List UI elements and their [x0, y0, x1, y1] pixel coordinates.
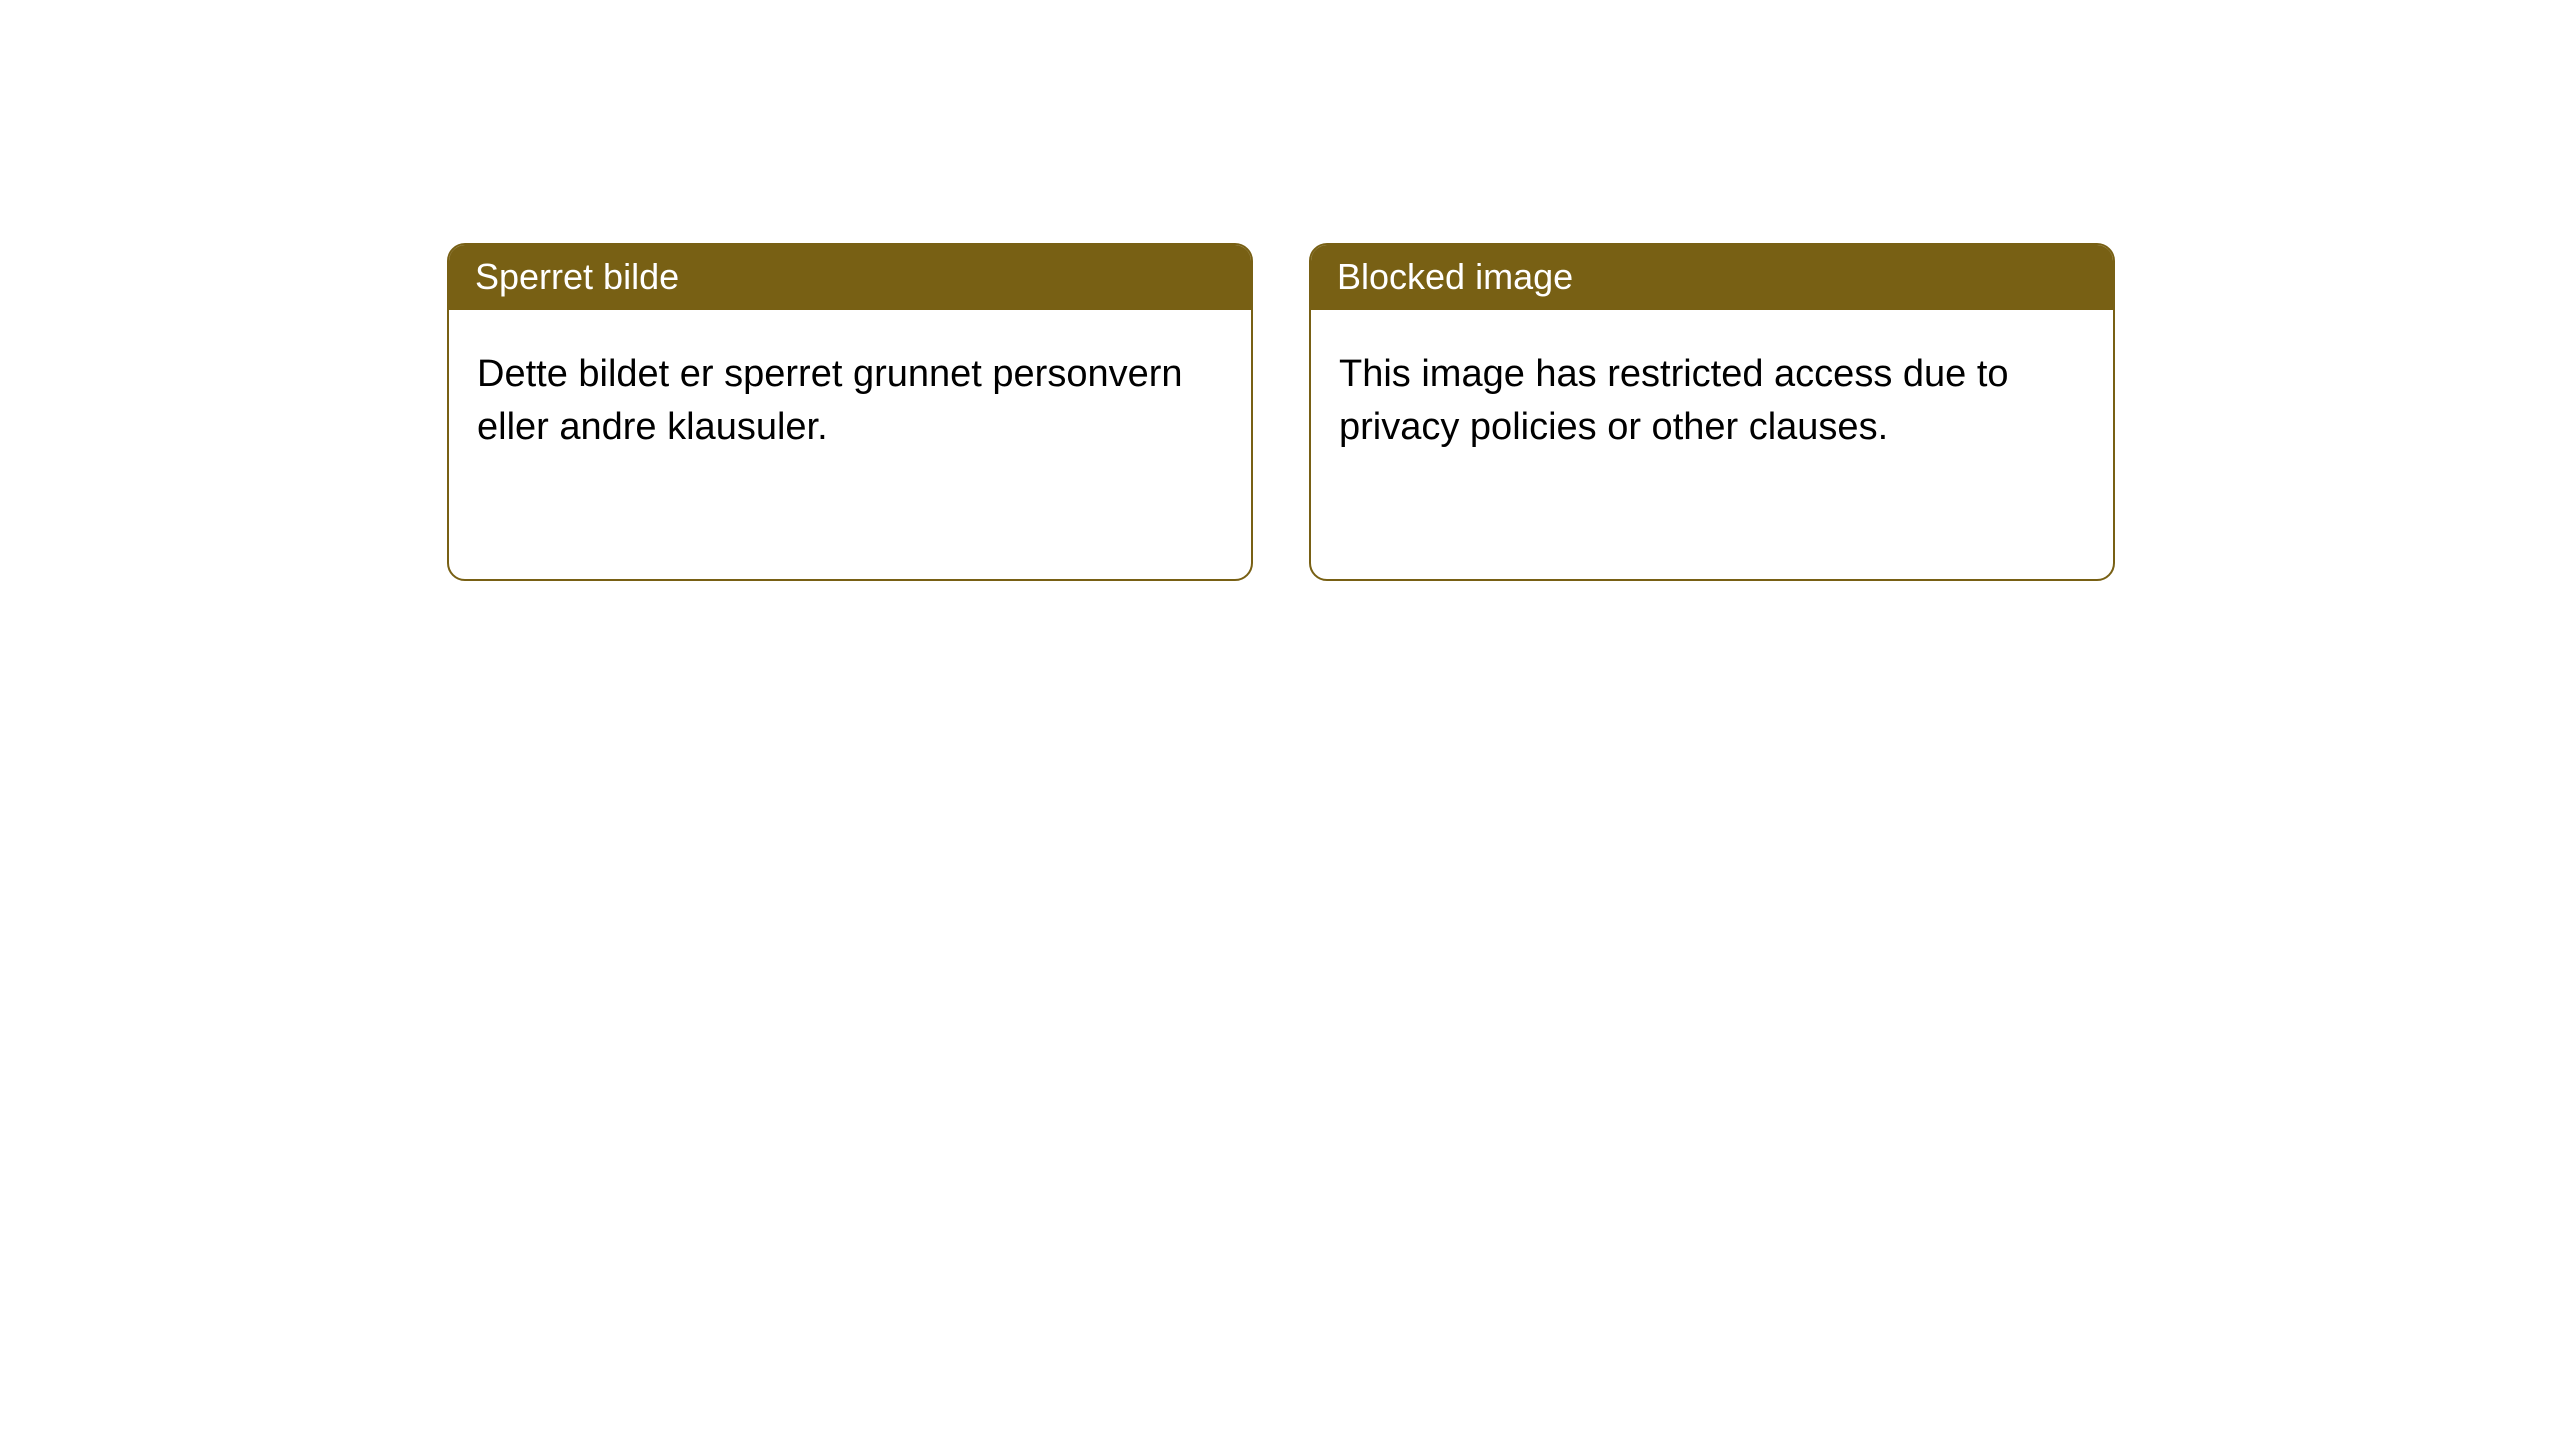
card-title: Blocked image — [1337, 256, 1573, 297]
card-title: Sperret bilde — [475, 256, 679, 297]
card-text: This image has restricted access due to … — [1339, 353, 2009, 447]
notice-container: Sperret bilde Dette bildet er sperret gr… — [0, 0, 2560, 581]
card-body: Dette bildet er sperret grunnet personve… — [449, 310, 1251, 481]
card-header: Sperret bilde — [449, 245, 1251, 310]
card-text: Dette bildet er sperret grunnet personve… — [477, 353, 1183, 447]
card-header: Blocked image — [1311, 245, 2113, 310]
card-body: This image has restricted access due to … — [1311, 310, 2113, 481]
notice-card-norwegian: Sperret bilde Dette bildet er sperret gr… — [447, 243, 1253, 581]
notice-card-english: Blocked image This image has restricted … — [1309, 243, 2115, 581]
